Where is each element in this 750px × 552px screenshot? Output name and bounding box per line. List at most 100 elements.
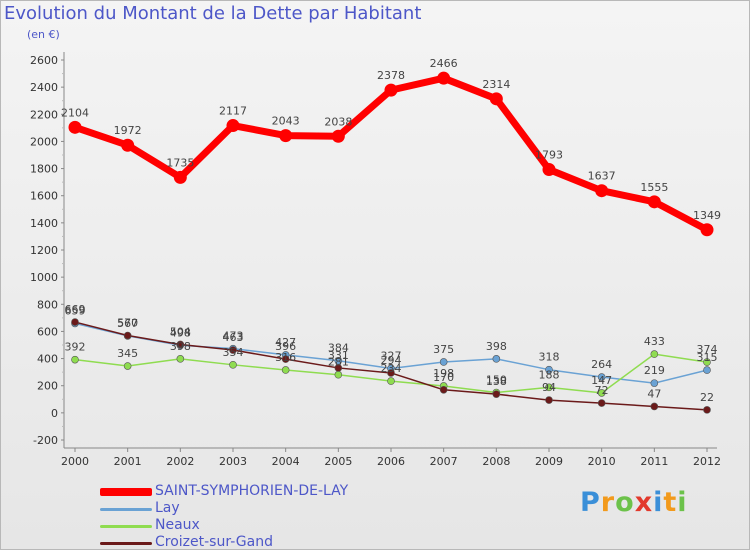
y-tick-label: -200 [33, 434, 58, 447]
data-point [121, 138, 135, 152]
x-tick-label: 2004 [272, 455, 300, 468]
series-line-saint-symphorien-de-lay [71, 74, 711, 234]
logo-letter: x [634, 487, 654, 518]
chart-title: Evolution du Montant de la Dette par Hab… [4, 3, 422, 24]
data-label: 331 [328, 349, 349, 362]
data-point [331, 129, 345, 143]
data-point [703, 406, 711, 414]
data-point [123, 331, 132, 340]
data-label: 94 [542, 381, 556, 394]
data-label: 294 [381, 354, 402, 367]
data-label: 396 [275, 340, 296, 353]
x-tick-label: 2011 [640, 455, 668, 468]
data-point [492, 355, 501, 363]
legend-swatch [100, 488, 152, 496]
data-point [650, 379, 659, 387]
y-tick-label: 1400 [30, 217, 58, 230]
data-point [437, 71, 451, 85]
x-tick-label: 2005 [324, 455, 352, 468]
data-label: 138 [486, 375, 507, 388]
x-tick-label: 2010 [588, 455, 616, 468]
data-point [384, 83, 398, 97]
data-point [597, 389, 606, 397]
y-tick-label: 1800 [30, 163, 58, 176]
data-label: 398 [170, 340, 191, 353]
data-label: 473 [223, 330, 244, 343]
y-tick-label: 600 [37, 325, 58, 338]
data-point [542, 163, 556, 177]
legend-swatch [100, 525, 152, 528]
x-tick-label: 2001 [114, 455, 142, 468]
data-label: 669 [65, 303, 86, 316]
data-label: 47 [647, 387, 661, 400]
data-label: 2466 [430, 57, 458, 70]
data-label: 2038 [324, 115, 352, 128]
y-tick-label: 2000 [30, 135, 58, 148]
legend-label: SAINT-SYMPHORIEN-DE-LAY [155, 483, 349, 499]
data-point [647, 195, 661, 209]
data-label: 281 [328, 356, 349, 369]
y-tick-label: 800 [37, 298, 58, 311]
legend-label: Neaux [155, 517, 200, 533]
x-tick-label: 2012 [693, 455, 721, 468]
logo-letter: P [580, 487, 601, 518]
logo-letter: r [600, 487, 616, 518]
legend-label: Croizet-sur-Gand [155, 534, 273, 550]
data-point [281, 366, 290, 374]
y-tick-label: 2200 [30, 108, 58, 121]
data-label: 219 [644, 364, 665, 377]
data-label: 2104 [61, 106, 89, 119]
data-label: 398 [486, 340, 507, 353]
x-tick-label: 2000 [61, 455, 89, 468]
data-label: 392 [65, 341, 86, 354]
data-point [703, 366, 711, 374]
data-point [700, 223, 714, 237]
data-label: 22 [700, 391, 714, 404]
data-point [334, 370, 343, 379]
data-point [387, 369, 395, 377]
data-label: 1349 [693, 209, 721, 222]
y-tick-label: 2400 [30, 81, 58, 94]
x-tick-label: 2009 [535, 455, 563, 468]
data-label: 433 [644, 335, 665, 348]
data-point [176, 340, 185, 349]
data-point [71, 318, 79, 326]
data-label: 427 [275, 336, 296, 349]
data-label: 375 [433, 343, 454, 356]
logo-letter: t [663, 487, 678, 518]
data-label: 498 [170, 326, 191, 339]
x-tick-label: 2006 [377, 455, 405, 468]
data-label: 2314 [482, 78, 510, 91]
data-point [545, 365, 553, 374]
data-label: 384 [328, 342, 349, 355]
proxiti-logo: Proxiti [580, 487, 688, 518]
data-point [492, 390, 501, 398]
data-label: 1735 [166, 156, 194, 169]
data-point [650, 402, 659, 411]
legend-swatch [100, 508, 152, 511]
y-tick-label: 400 [37, 353, 58, 366]
data-label: 1972 [114, 124, 142, 137]
data-point [334, 364, 343, 372]
data-point [387, 377, 395, 385]
data-label: 374 [697, 343, 718, 356]
data-point [650, 350, 659, 358]
data-point [226, 119, 240, 133]
data-label: 1555 [640, 181, 668, 194]
data-point [229, 346, 237, 354]
y-tick-label: 2600 [30, 54, 58, 67]
data-label: 1793 [535, 149, 563, 162]
data-point [545, 383, 553, 392]
data-point [439, 385, 448, 394]
data-point [489, 92, 503, 106]
data-point [71, 355, 79, 364]
data-label: 316 [275, 351, 296, 364]
y-tick-label: 1600 [30, 190, 58, 203]
data-label: 504 [170, 325, 191, 338]
legend-swatch [100, 542, 152, 545]
data-label: 318 [539, 351, 560, 364]
data-point [545, 396, 553, 404]
data-label: 2043 [272, 115, 300, 128]
data-point [68, 120, 82, 134]
